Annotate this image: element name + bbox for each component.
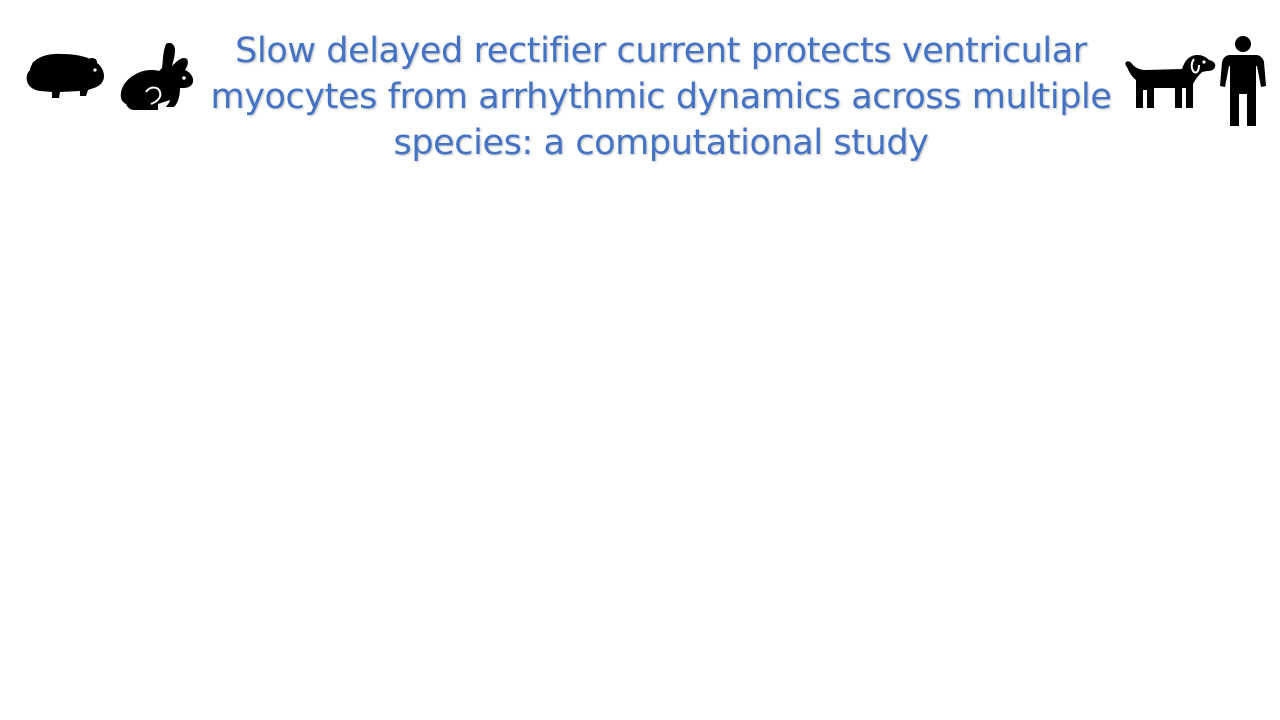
dog-icon bbox=[1125, 55, 1216, 108]
human-icon bbox=[1220, 36, 1266, 126]
slide-title: Slow delayed rectifier current protects … bbox=[210, 31, 1112, 163]
rabbit-icon bbox=[120, 42, 194, 110]
guinea-pig-icon bbox=[26, 53, 104, 98]
